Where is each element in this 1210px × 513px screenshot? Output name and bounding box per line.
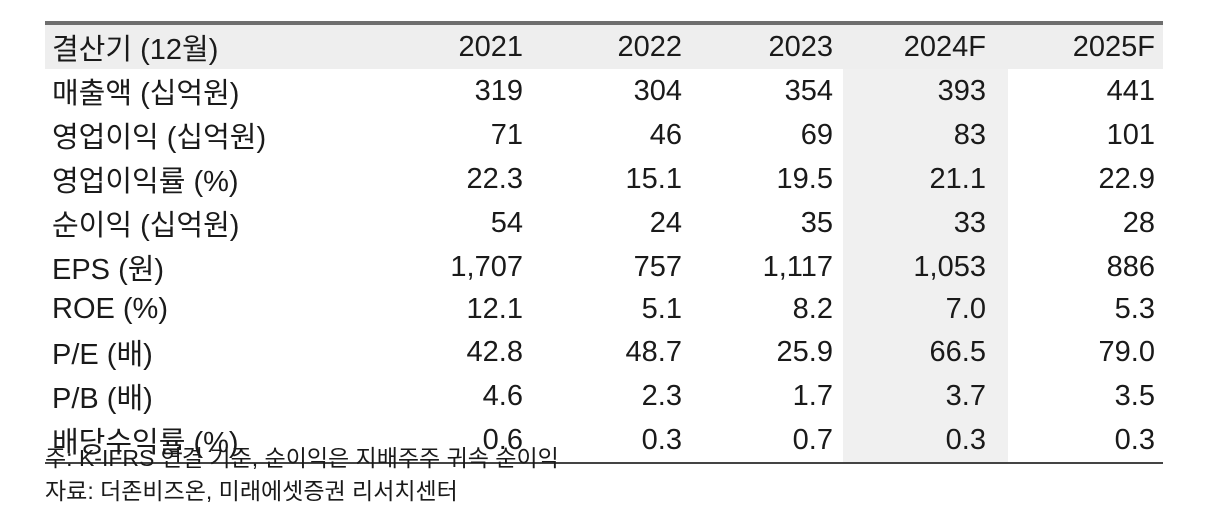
cell-2023: 1.7: [792, 379, 833, 412]
table-row: 영업이익률 (%) 22.3 15.1 19.5 21.1 22.9: [45, 157, 1163, 201]
row-label: 순이익 (십억원): [52, 210, 240, 242]
cell-2023: 69: [800, 118, 833, 151]
cell-2025f: 3.5: [1114, 379, 1155, 412]
table-row: EPS (원) 1,707 757 1,117 1,053 886: [45, 245, 1163, 289]
cell-2021: 4.6: [482, 379, 523, 412]
cell-2022: 48.7: [625, 335, 682, 368]
row-label: P/B (배): [52, 383, 153, 416]
cell-2025f: 886: [1106, 250, 1155, 283]
cell-2024f: 33: [843, 201, 1008, 245]
cell-2025f: 79.0: [1098, 335, 1155, 368]
cell-2023: 1,117: [762, 250, 833, 283]
cell-2022: 15.1: [625, 162, 682, 195]
header-year-2023: 2023: [692, 23, 843, 69]
financial-summary-table: 결산기 (12월) 2021 2022 2023 2024F 2025F 매출액 (십억…: [45, 21, 1163, 465]
cell-2022: 46: [649, 118, 682, 151]
table-row: P/B (배) 4.6 2.3 1.7 3.7 3.5: [45, 374, 1163, 419]
cell-2021: 0.6: [482, 423, 523, 456]
cell-2024f: 21.1: [843, 157, 1008, 201]
row-label: 영업이익 (십억원): [52, 122, 267, 154]
cell-2021: 12.1: [466, 293, 523, 326]
cell-2022: 24: [649, 206, 682, 239]
row-label: 배당수익률 (%): [52, 427, 239, 460]
table-body: 매출액 (십억원) 319 304 354 393 441 영업이익 (십억원) 71 46 69…: [45, 69, 1163, 464]
cell-2024f: 83: [843, 113, 1008, 157]
header-year-2024f: 2024F: [843, 23, 1008, 69]
cell-2023: 19.5: [776, 162, 833, 195]
table-row: 매출액 (십억원) 319 304 354 393 441: [45, 69, 1163, 113]
cell-2021: 42.8: [466, 335, 523, 368]
cell-2024f: 7.0: [843, 289, 1008, 331]
cell-2022: 2.3: [641, 379, 682, 412]
cell-2021: 54: [490, 206, 523, 239]
row-label: P/E (배): [52, 339, 153, 372]
cell-2022: 0.3: [641, 423, 682, 456]
table-row: 배당수익률 (%) 0.6 0.3 0.7 0.3 0.3: [45, 418, 1163, 464]
cell-2023: 0.7: [792, 423, 833, 456]
cell-2025f: 0.3: [1114, 423, 1155, 456]
table-row: ROE (%) 12.1 5.1 8.2 7.0 5.3: [45, 289, 1163, 331]
table-row: 영업이익 (십억원) 71 46 69 83 101: [45, 113, 1163, 157]
table-header-row: 결산기 (12월) 2021 2022 2023 2024F 2025F: [45, 23, 1163, 69]
cell-2025f: 28: [1122, 206, 1155, 239]
row-label: EPS (원): [52, 254, 165, 286]
cell-2024f: 66.5: [843, 330, 1008, 375]
header-year-2022: 2022: [533, 23, 692, 69]
cell-2024f: 3.7: [843, 374, 1008, 419]
cell-2021: 71: [490, 118, 523, 151]
table-footnotes: 주: K-IFRS 연결 기준, 순이익은 지배주주 귀속 순이익 자료: 더존…: [45, 442, 559, 508]
cell-2023: 25.9: [776, 335, 833, 368]
cell-2024f: 0.3: [843, 418, 1008, 464]
header-fiscal-period: 결산기 (12월): [45, 23, 405, 69]
header-year-2025f: 2025F: [1008, 23, 1163, 69]
cell-2021: 1,707: [450, 250, 523, 283]
table-note: 주: K-IFRS 연결 기준, 순이익은 지배주주 귀속 순이익: [45, 445, 559, 471]
header-year-2021: 2021: [405, 23, 533, 69]
cell-2024f: 1,053: [843, 245, 1008, 289]
row-label: 영업이익률 (%): [52, 166, 239, 198]
row-label: 매출액 (십억원): [52, 78, 240, 110]
table-row: 순이익 (십억원) 54 24 35 33 28: [45, 201, 1163, 245]
cell-2023: 354: [784, 74, 833, 107]
cell-2025f: 441: [1106, 74, 1155, 107]
cell-2022: 5.1: [641, 293, 682, 326]
cell-2023: 35: [800, 206, 833, 239]
cell-2021: 319: [474, 74, 523, 107]
cell-2022: 304: [633, 74, 682, 107]
table-row: P/E (배) 42.8 48.7 25.9 66.5 79.0: [45, 330, 1163, 375]
cell-2023: 8.2: [792, 293, 833, 326]
cell-2025f: 22.9: [1098, 162, 1155, 195]
cell-2022: 757: [633, 250, 682, 283]
row-label: ROE (%): [52, 293, 168, 326]
cell-2025f: 101: [1106, 118, 1155, 151]
table-source: 자료: 더존비즈온, 미래에셋증권 리서치센터: [45, 478, 458, 504]
cell-2024f: 393: [843, 69, 1008, 113]
cell-2025f: 5.3: [1114, 293, 1155, 326]
cell-2021: 22.3: [466, 162, 523, 195]
